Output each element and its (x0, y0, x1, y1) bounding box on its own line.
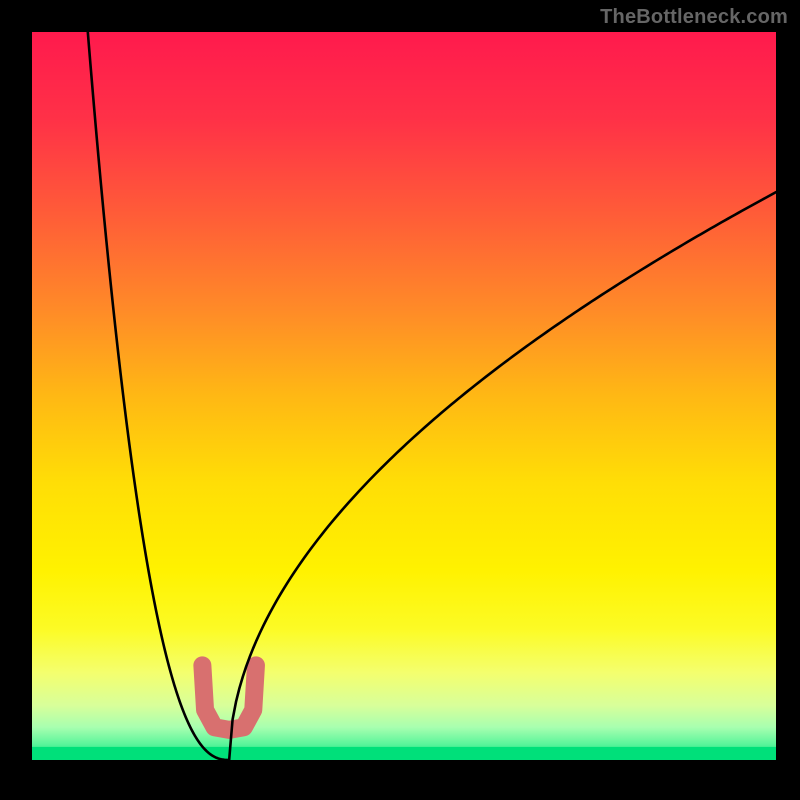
chart-svg (0, 0, 800, 800)
watermark-text: TheBottleneck.com (600, 6, 788, 29)
chart-container: TheBottleneck.com (0, 0, 800, 800)
plot-background (32, 32, 776, 760)
bottom-green-band (32, 747, 776, 760)
